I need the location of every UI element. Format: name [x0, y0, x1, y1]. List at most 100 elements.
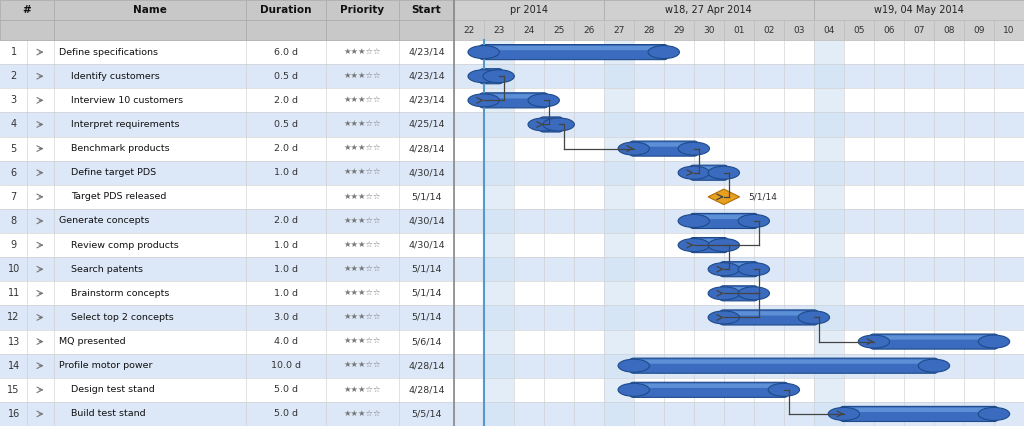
Circle shape: [828, 407, 859, 420]
Bar: [814, 281, 844, 305]
Bar: [873, 20, 904, 40]
Bar: [604, 136, 634, 161]
Bar: [0, 0, 1024, 40]
Bar: [483, 20, 514, 40]
Text: Review comp products: Review comp products: [71, 241, 178, 250]
Text: 0.5 d: 0.5 d: [274, 72, 298, 81]
Text: ★★★☆☆: ★★★☆☆: [344, 96, 381, 105]
Text: 4/23/14: 4/23/14: [409, 96, 444, 105]
Bar: [814, 185, 844, 209]
Text: 10: 10: [1004, 26, 1015, 35]
Bar: [483, 64, 514, 88]
FancyBboxPatch shape: [485, 70, 497, 74]
Bar: [0, 330, 1024, 354]
Text: 4/30/14: 4/30/14: [409, 168, 444, 177]
Bar: [483, 161, 514, 185]
FancyBboxPatch shape: [696, 215, 752, 219]
Bar: [604, 305, 634, 330]
Bar: [604, 209, 634, 233]
Circle shape: [468, 94, 500, 107]
Text: ★★★☆☆: ★★★☆☆: [344, 385, 381, 394]
Circle shape: [468, 70, 500, 83]
Bar: [604, 161, 634, 185]
Bar: [724, 20, 754, 40]
Bar: [814, 40, 844, 64]
Text: 28: 28: [643, 26, 654, 35]
Text: 03: 03: [794, 26, 805, 35]
Circle shape: [618, 383, 649, 396]
Bar: [483, 88, 514, 112]
FancyBboxPatch shape: [846, 408, 992, 412]
Text: 06: 06: [883, 26, 895, 35]
Bar: [0, 136, 1024, 161]
Bar: [604, 281, 634, 305]
Text: ★★★☆☆: ★★★☆☆: [344, 192, 381, 201]
Circle shape: [738, 263, 769, 276]
Text: 16: 16: [7, 409, 19, 419]
Bar: [844, 20, 873, 40]
Bar: [483, 185, 514, 209]
Text: 3: 3: [10, 95, 16, 105]
Circle shape: [543, 118, 574, 131]
Text: 1.0 d: 1.0 d: [274, 241, 298, 250]
Bar: [604, 64, 634, 88]
Bar: [604, 330, 634, 354]
Text: 9: 9: [10, 240, 16, 250]
Text: 6.0 d: 6.0 d: [274, 48, 298, 57]
FancyBboxPatch shape: [546, 118, 557, 123]
Text: 4/30/14: 4/30/14: [409, 241, 444, 250]
Bar: [0, 0, 53, 20]
Text: 10.0 d: 10.0 d: [271, 361, 301, 370]
Circle shape: [648, 46, 680, 59]
Text: ★★★☆☆: ★★★☆☆: [344, 216, 381, 225]
Bar: [399, 0, 454, 20]
Text: MQ presented: MQ presented: [58, 337, 125, 346]
Text: pr 2014: pr 2014: [510, 5, 548, 15]
Text: 2.0 d: 2.0 d: [274, 96, 298, 105]
Text: 5/1/14: 5/1/14: [412, 192, 441, 201]
Text: ★★★☆☆: ★★★☆☆: [344, 313, 381, 322]
FancyBboxPatch shape: [726, 263, 752, 267]
Polygon shape: [708, 189, 739, 204]
Text: 1: 1: [10, 47, 16, 57]
FancyBboxPatch shape: [691, 165, 727, 180]
Text: 5/1/14: 5/1/14: [412, 313, 441, 322]
Bar: [483, 209, 514, 233]
Text: ★★★☆☆: ★★★☆☆: [344, 241, 381, 250]
FancyBboxPatch shape: [726, 287, 752, 291]
Bar: [604, 257, 634, 281]
Circle shape: [709, 287, 739, 300]
Text: #: #: [23, 5, 31, 15]
Bar: [454, 20, 483, 40]
FancyBboxPatch shape: [721, 310, 817, 325]
Text: 05: 05: [853, 26, 864, 35]
Text: Priority: Priority: [340, 5, 385, 15]
Bar: [814, 112, 844, 136]
Text: 4/28/14: 4/28/14: [409, 361, 444, 370]
Circle shape: [528, 118, 559, 131]
Bar: [0, 40, 1024, 64]
Text: 4/25/14: 4/25/14: [409, 120, 444, 129]
Text: 23: 23: [493, 26, 505, 35]
Text: Select top 2 concepts: Select top 2 concepts: [71, 313, 174, 322]
Bar: [814, 0, 1024, 20]
Text: 4/23/14: 4/23/14: [409, 72, 444, 81]
Text: 25: 25: [553, 26, 564, 35]
Text: 27: 27: [613, 26, 625, 35]
Text: 5.0 d: 5.0 d: [274, 385, 298, 394]
Bar: [399, 20, 454, 40]
Text: 02: 02: [763, 26, 774, 35]
Text: ★★★☆☆: ★★★☆☆: [344, 289, 381, 298]
Bar: [483, 233, 514, 257]
Bar: [483, 354, 514, 378]
Bar: [514, 20, 544, 40]
Text: 26: 26: [583, 26, 594, 35]
Text: 4/30/14: 4/30/14: [409, 216, 444, 225]
Text: 10: 10: [7, 264, 19, 274]
Bar: [544, 20, 573, 40]
Text: 2.0 d: 2.0 d: [274, 144, 298, 153]
Text: w18, 27 Apr 2014: w18, 27 Apr 2014: [666, 5, 753, 15]
Bar: [0, 233, 1024, 257]
Text: 14: 14: [7, 361, 19, 371]
Bar: [604, 402, 634, 426]
